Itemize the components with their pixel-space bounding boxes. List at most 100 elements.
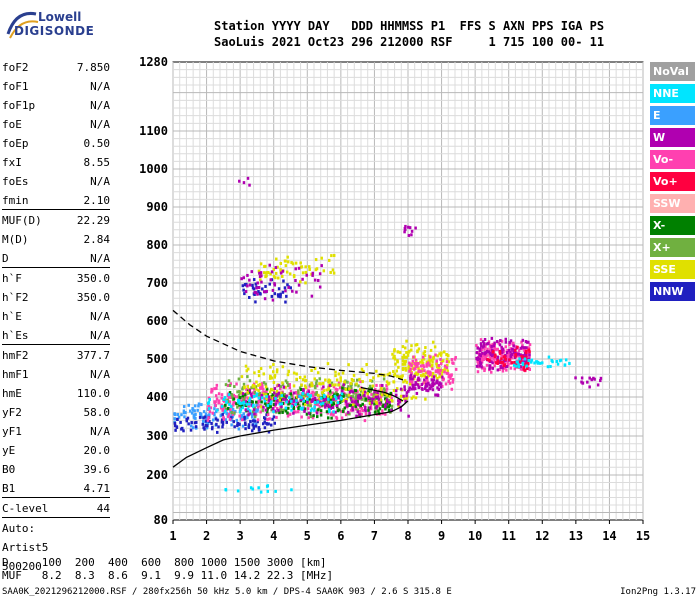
echo-point [215, 422, 218, 426]
echo-point [261, 408, 265, 412]
echo-point [282, 279, 285, 283]
echo-point [486, 357, 489, 361]
echo-point [278, 395, 282, 399]
echo-point [411, 377, 414, 381]
echo-point [318, 404, 322, 408]
echo-point [375, 405, 378, 409]
echo-point [244, 283, 248, 287]
echo-point [509, 366, 513, 370]
echo-point [345, 400, 348, 404]
echo-point [393, 357, 397, 361]
echo-point [514, 364, 518, 368]
param-value: N/A [90, 118, 110, 131]
echo-point [266, 418, 269, 422]
echo-point [504, 340, 508, 344]
lowell-digisonde-logo [2, 4, 92, 44]
echo-point [281, 269, 285, 273]
echo-point [281, 290, 285, 294]
echo-point [390, 396, 393, 400]
echo-point [211, 411, 214, 415]
echo-point [305, 390, 309, 394]
echo-point [527, 348, 530, 352]
echo-point [257, 426, 261, 430]
echo-point [520, 345, 524, 349]
echo-point [496, 355, 500, 359]
echo-point [500, 364, 504, 368]
echo-point [514, 350, 517, 354]
echo-point [253, 391, 257, 395]
echo-point [269, 278, 273, 282]
echo-point [499, 365, 503, 369]
echo-point [183, 415, 186, 419]
echo-point [213, 387, 216, 391]
echo-point [363, 390, 367, 394]
echo-point [482, 366, 485, 370]
echo-point [391, 352, 394, 356]
echo-point [328, 403, 332, 407]
echo-point [246, 284, 249, 288]
echo-point [403, 397, 406, 401]
echo-point [226, 406, 230, 410]
echo-point [343, 392, 347, 396]
echo-point [241, 416, 245, 420]
echo-point [414, 396, 418, 400]
echo-point [424, 382, 428, 386]
echo-point [264, 275, 267, 279]
echo-point [351, 403, 355, 407]
echo-point [221, 408, 224, 412]
echo-point [445, 360, 449, 364]
x-tick-label: 12 [535, 529, 549, 543]
echo-point [421, 355, 425, 359]
echo-point [400, 394, 403, 398]
echo-point [231, 403, 235, 407]
echo-point [335, 404, 339, 408]
echo-point [263, 399, 267, 403]
echo-point [246, 385, 250, 389]
echo-point [241, 406, 244, 410]
echo-point [272, 415, 276, 419]
echo-point [290, 404, 294, 408]
echo-point [480, 348, 483, 352]
x-tick-label: 11 [501, 529, 515, 543]
echo-point [176, 417, 179, 421]
echo-point [277, 391, 281, 395]
echo-point [475, 351, 479, 355]
echo-point [346, 395, 350, 399]
echo-point [266, 271, 269, 275]
echo-point [413, 374, 416, 378]
echo-point [400, 376, 404, 380]
echo-point [523, 357, 527, 361]
echo-point [275, 394, 278, 398]
param-value: N/A [90, 368, 110, 381]
echo-point [396, 350, 400, 354]
echo-point [448, 373, 451, 377]
echo-point [311, 394, 315, 398]
y-tick-label: 1100 [139, 124, 168, 138]
echo-point [332, 400, 335, 404]
echo-point [356, 410, 360, 414]
echo-point [232, 401, 235, 405]
echo-point [288, 272, 292, 276]
x-tick-label: 5 [304, 529, 311, 543]
echo-point [387, 408, 391, 412]
echo-point [283, 286, 287, 290]
echo-point [286, 373, 290, 377]
echo-point [392, 380, 396, 384]
echo-point [267, 430, 271, 434]
echo-point [301, 277, 304, 281]
echo-point [278, 393, 282, 397]
echo-point [269, 272, 272, 276]
echo-point [387, 381, 391, 385]
echo-point [388, 400, 391, 404]
echo-point [431, 360, 434, 364]
echo-point [273, 391, 276, 395]
echo-point [251, 384, 255, 388]
echo-point [351, 378, 354, 382]
echo-point [256, 292, 259, 296]
echo-point [349, 394, 353, 398]
param-value: 2.10 [83, 194, 111, 207]
echo-point [390, 398, 393, 402]
echo-point [413, 372, 417, 376]
echo-point [288, 386, 292, 390]
echo-point [313, 384, 317, 388]
